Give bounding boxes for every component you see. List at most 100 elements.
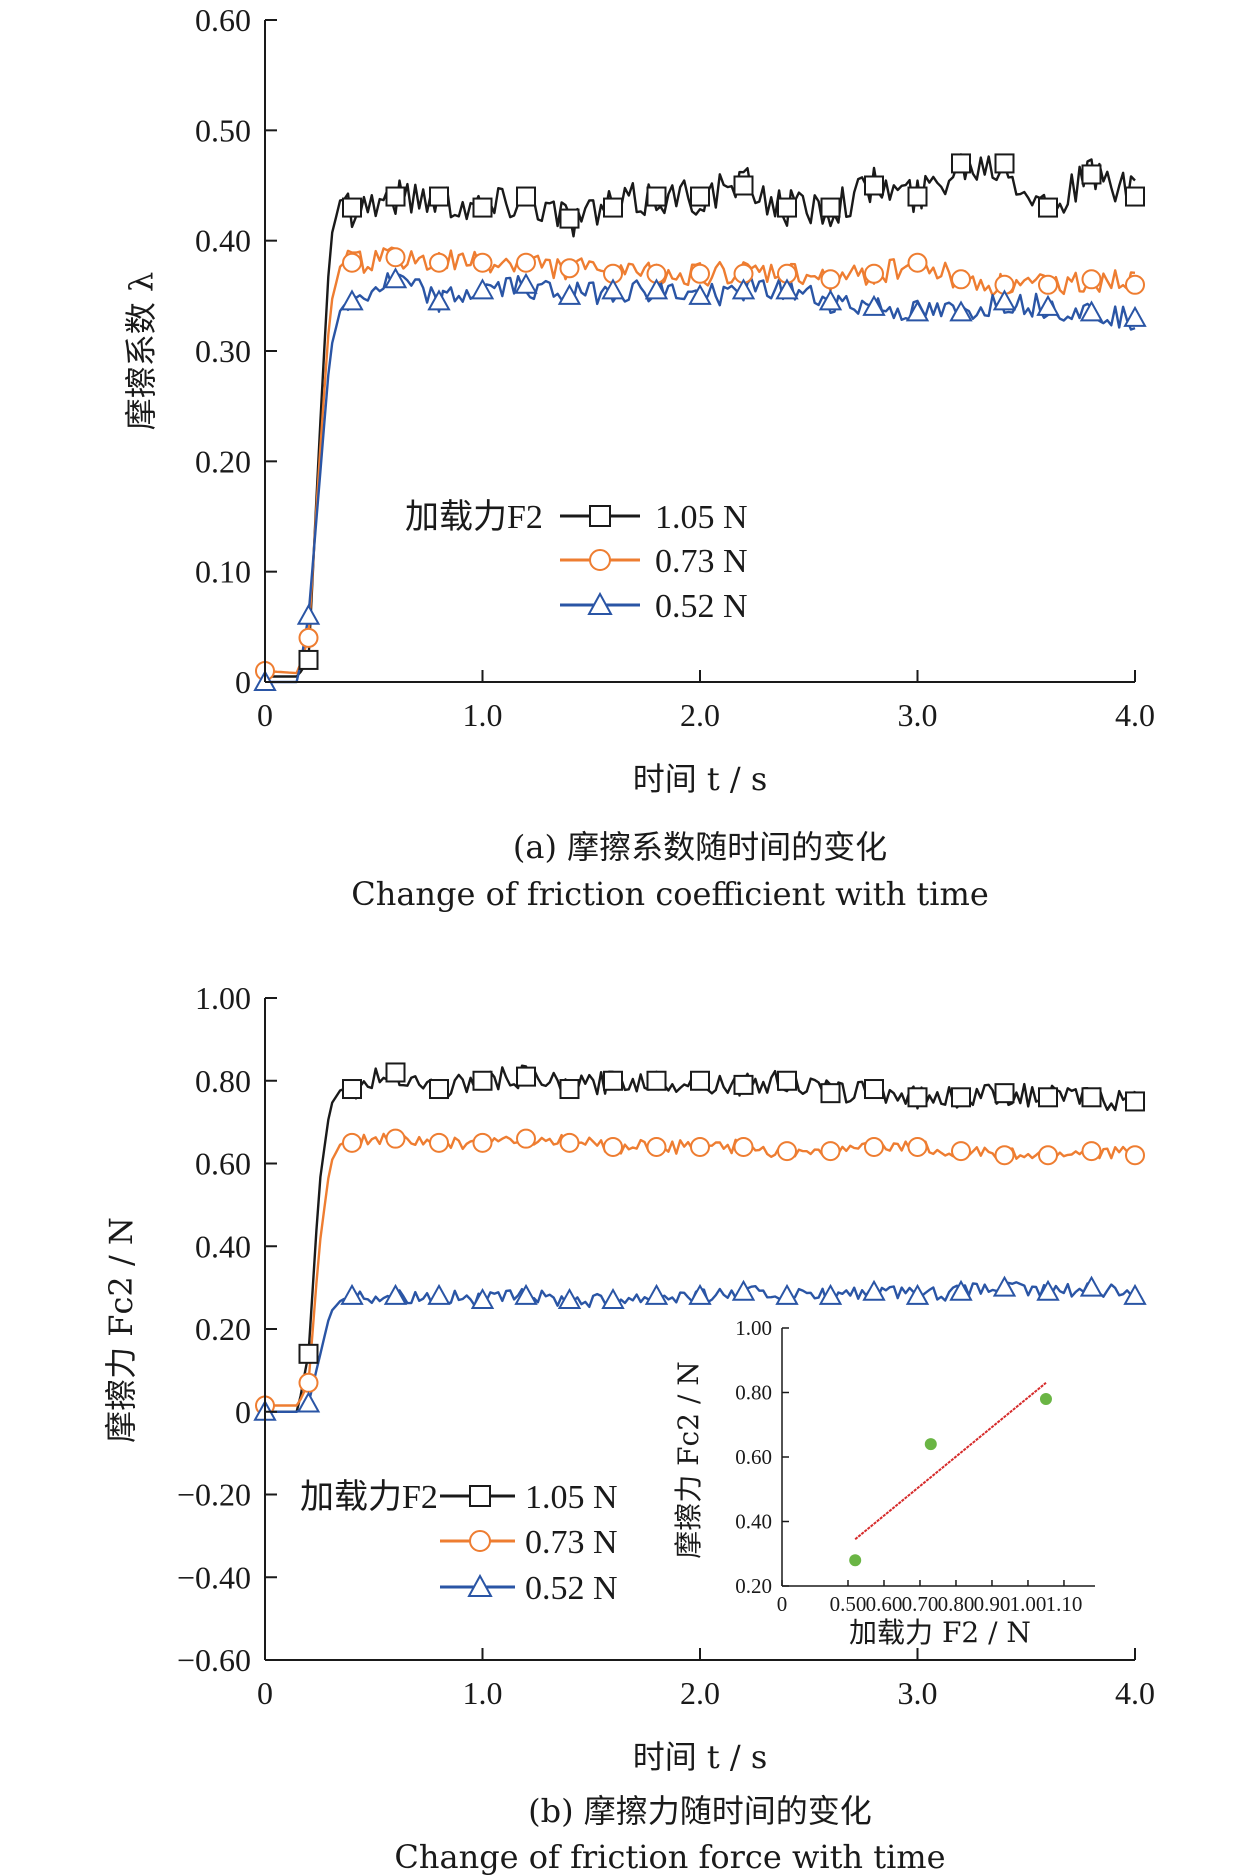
chart-b-legend-title: 加载力F2 [300,1478,438,1516]
inset-fit-line-path [854,1382,1047,1541]
b-series-2-marker [818,1283,843,1305]
a-series-1-marker [342,252,362,273]
inset-x-tick-label: 0.50 [830,1592,867,1616]
inset-y-tick-label: 0.80 [735,1381,772,1405]
b-series-2-marker [514,1283,538,1305]
b-y-tick-label: 0 [235,1394,251,1430]
legend-a-marker-0 [589,505,611,527]
b-series-2-marker [1036,1279,1060,1301]
chart-a-legend-title: 加载力F2 [405,498,543,536]
chart-a: 00.100.200.300.400.500.60 0 1.0 2.0 3.0 4.0 … [122,2,1155,913]
b-series-0-marker [429,1079,449,1100]
a-y-tick-label: 0.30 [195,333,251,369]
chart-a-legend: 加载力F2 1.05 N 0.73 N 0.52 N [405,498,748,625]
a-series-1-marker [864,263,884,284]
b-series-0-marker [516,1066,536,1087]
b-series-2-marker [775,1283,799,1305]
a-series-2-marker [1079,300,1104,322]
inset-point [1039,1392,1052,1405]
a-series-1-marker [690,263,710,284]
a-series-0-marker [1081,164,1102,185]
inset-y-tick-label: 0.40 [735,1510,772,1534]
a-series-2-marker [557,283,582,305]
a-series-2-marker [905,300,930,322]
inset-y-ticks: 0.20 0.40 0.60 0.80 1.00 [735,1316,789,1598]
a-series-0-marker [777,197,797,218]
legend-b-label-0: 1.05 N [525,1479,618,1516]
a-series-2-marker [383,267,408,289]
b-series-1-marker [1081,1141,1102,1162]
b-series-0-marker [951,1087,971,1108]
b-series-1-marker [559,1132,580,1153]
chart-a-caption-en: Change of friction coefficient with time [351,875,989,913]
a-series-2-marker [601,278,625,300]
b-series-0-marker [864,1079,884,1100]
b-series-1-marker [429,1132,449,1153]
b-y-tick-label: 1.00 [195,980,251,1016]
a-series-1-marker [298,627,319,648]
b-series-0-marker [342,1079,362,1100]
inset-x-tick-label: 1.00 [1010,1592,1047,1616]
chart-b-legend: 加载力F2 1.05 N 0.73 N 0.52 N [300,1478,618,1607]
legend-a-marker-1 [589,549,611,571]
b-x-tick-label: 4.0 [1115,1675,1155,1711]
b-series-1-marker [603,1136,623,1157]
b-series-1-marker [907,1136,928,1157]
a-y-tick-label: 0.10 [195,554,251,590]
a-series-0-marker [1038,197,1058,218]
b-x-tick-label: 0 [257,1675,273,1711]
b-series-0-marker [994,1083,1015,1104]
inset-x-tick-label: 0.80 [938,1592,975,1616]
chart-a-caption-cn: (a) 摩擦系数随时间的变化 [513,828,887,866]
a-x-tick-label: 1.0 [463,697,503,733]
a-series-0-marker [516,186,536,207]
chart-a-y-ticks: 0 0.10 0.20 0.30 0.40 0.50 0.60 [195,2,277,700]
inset-x-tick-label: 0.70 [902,1592,939,1616]
a-series-0-marker [864,175,884,196]
b-series-2-marker [862,1279,886,1301]
a-y-tick-label: 0.20 [195,443,251,479]
a-series-line-0 [265,153,1136,678]
b-series-2-marker [1123,1283,1147,1305]
inset-point [849,1554,862,1567]
a-series-0-marker [646,186,667,207]
b-y-tick-label: −0.60 [177,1642,251,1678]
b-x-tick-label: 1.0 [463,1675,503,1711]
a-series-0-marker [1125,186,1145,207]
a-series-2-marker [340,289,364,311]
inset-y-tick-label: 1.00 [735,1316,772,1340]
b-y-tick-label: 0.40 [195,1228,251,1264]
a-series-1-marker [1125,274,1145,295]
a-series-1-marker [516,252,536,273]
b-series-1-marker [342,1132,362,1153]
inset-point [924,1438,937,1451]
b-series-0-marker [1038,1087,1058,1108]
legend-b-label-1: 0.73 N [525,1524,618,1561]
chart-a-markers [253,153,1147,691]
b-series-1-marker [951,1141,971,1162]
inset-chart: 0.200.400.600.801.00 0 0.50 0.60 0.70 0.80 0.… [672,1316,1095,1649]
b-x-tick-label: 2.0 [680,1675,720,1711]
inset-points [849,1392,1052,1567]
a-series-2-marker [1036,294,1060,316]
inset-x-ticks: 0 0.50 0.60 0.70 0.80 0.90 1.00 1.10 [777,1580,1082,1616]
b-series-1-marker [777,1141,797,1162]
b-series-0-marker [733,1074,754,1095]
chart-b-y-ticks: −0.60 −0.40 −0.20 0 0.20 0.40 0.60 0.80 1.00 [177,980,277,1678]
b-y-tick-label: −0.40 [177,1559,251,1595]
b-series-0-marker [559,1079,580,1100]
inset-x-tick-label: 0 [777,1592,788,1616]
chart-a-x-ticks: 0 1.0 2.0 3.0 4.0 [257,670,1155,733]
b-series-2-marker [1079,1275,1104,1297]
a-series-0-marker [429,186,449,207]
chart-b-y-axis-title: 摩擦力 Fc2 / N [102,1217,140,1443]
b-series-0-marker [690,1070,710,1091]
b-series-2-marker [992,1275,1017,1297]
a-y-tick-label: 0 [235,664,251,700]
a-series-1-marker [559,258,580,279]
legend-a-label-0: 1.05 N [655,499,748,536]
a-series-2-marker [644,278,669,300]
b-series-1-marker [864,1136,884,1157]
